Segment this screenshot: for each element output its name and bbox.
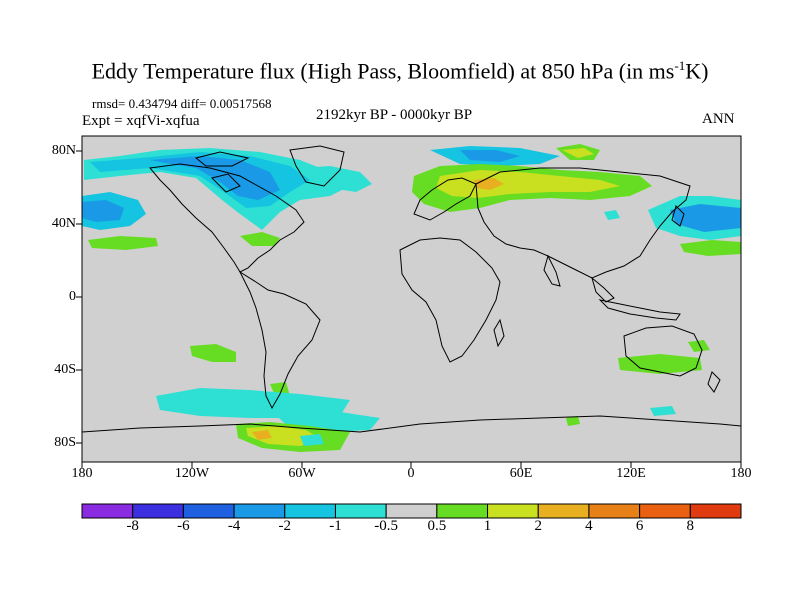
anomaly-region — [460, 150, 520, 162]
season-label: ANN — [702, 111, 735, 127]
anomaly-region — [190, 344, 236, 362]
label-bar-box — [537, 503, 590, 519]
label-bar-box — [588, 503, 641, 519]
label-bar-tick-label: 4 — [585, 518, 593, 534]
anomaly-region — [252, 430, 272, 440]
label-bar-box — [436, 503, 489, 519]
label-bar-tick-label: 6 — [635, 518, 644, 534]
label-bar-tick-label: -6 — [177, 518, 190, 534]
label-bar-box — [132, 503, 184, 519]
anomaly-region — [680, 240, 741, 256]
label-bar — [81, 503, 742, 519]
x-tick-label: 120W — [174, 466, 210, 481]
anomaly-region — [82, 200, 124, 222]
expt-label: Expt = xqfVi-xqfua — [82, 113, 200, 129]
anomaly-region — [300, 166, 372, 192]
label-bar-box — [689, 503, 742, 519]
period-label: 2192kyr BP - 0000kyr BP — [316, 107, 473, 123]
x-tick-label: 0 — [407, 466, 415, 481]
label-bar-box — [385, 503, 438, 519]
label-bar-tick-label: -4 — [227, 518, 241, 534]
anomaly-region — [240, 232, 280, 246]
anomaly-region — [436, 170, 620, 198]
label-bar-box — [284, 503, 336, 519]
y-tick-label: 40N — [51, 216, 76, 231]
label-bar-tick-label: 1 — [483, 518, 492, 534]
title-end: K) — [685, 58, 709, 84]
x-tick-label: 60E — [509, 466, 533, 481]
label-bar-box — [233, 503, 286, 519]
label-bar-tick-label: -2 — [278, 518, 292, 534]
anomaly-region — [566, 416, 580, 426]
anomaly-region — [604, 210, 620, 220]
title-superscript: -1 — [674, 58, 686, 73]
y-tick-label: 80N — [51, 143, 76, 158]
anomaly-region — [562, 148, 594, 158]
y-tick-label: 40S — [54, 362, 76, 377]
label-bar-tick-label: -8 — [126, 518, 139, 534]
y-tick-label: 80S — [54, 435, 76, 450]
anomaly-region — [150, 156, 280, 200]
x-tick-label: 180 — [71, 466, 93, 481]
anomaly-region — [618, 354, 702, 374]
label-bar-box — [334, 503, 387, 519]
y-tick-label: 0 — [69, 289, 76, 304]
anomaly-region — [88, 236, 158, 250]
label-bar-tick-label: -1 — [329, 518, 342, 534]
label-bar-tick-label: 8 — [686, 518, 695, 534]
plot-title: Eddy Temperature flux (High Pass, Bloomf… — [0, 58, 800, 84]
label-bar-tick-label: 0.5 — [427, 518, 447, 534]
anomaly-region — [650, 406, 676, 416]
title-main: Eddy Temperature flux (High Pass, Bloomf… — [91, 58, 675, 84]
rmsd-diff-label: rmsd= 0.434794 diff= 0.00517568 — [92, 96, 272, 111]
anomaly-region — [688, 340, 710, 352]
x-tick-label: 180 — [730, 466, 752, 481]
axis-ticks — [76, 150, 742, 468]
label-bar-box — [81, 503, 134, 519]
x-tick-label: 120E — [616, 466, 646, 481]
label-bar-box — [639, 503, 691, 519]
coastlines — [82, 145, 741, 433]
label-bar-tick-label: 2 — [534, 518, 542, 534]
anomaly-region — [300, 434, 324, 446]
label-bar-box — [487, 503, 539, 519]
label-bar-box — [182, 503, 235, 519]
anomaly-region — [670, 204, 741, 232]
label-bar-tick-label: -0.5 — [374, 518, 399, 534]
x-tick-label: 60W — [288, 466, 316, 481]
